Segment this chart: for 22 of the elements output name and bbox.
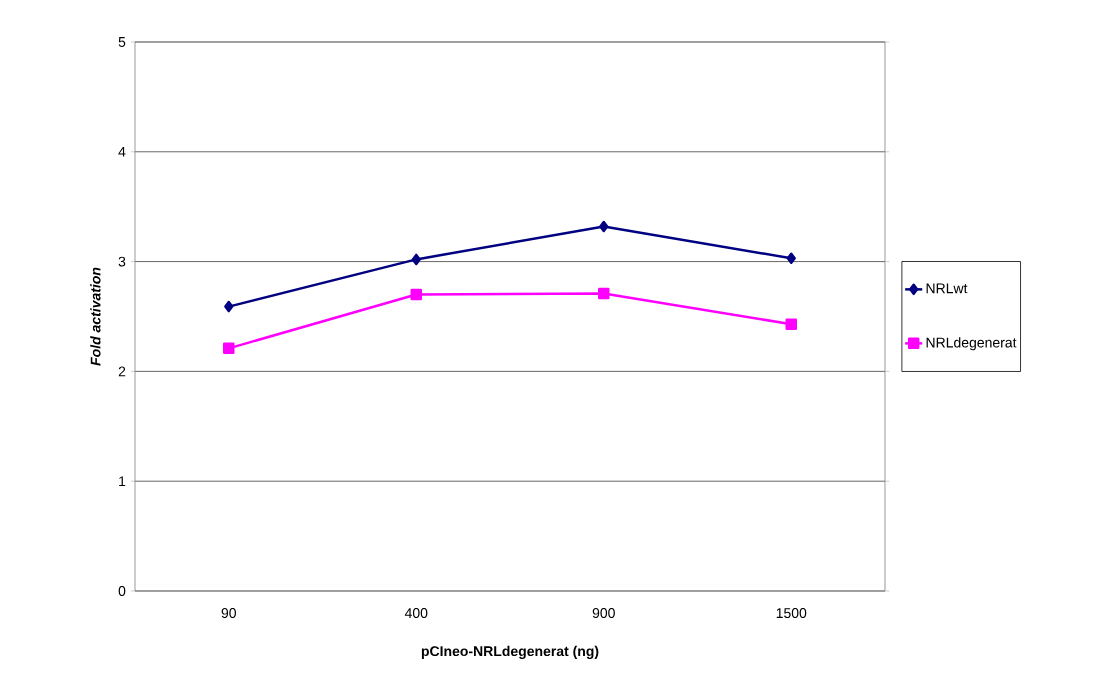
x-tick-label: 1500 <box>776 608 807 619</box>
point <box>599 220 609 233</box>
point <box>785 318 797 330</box>
point <box>223 342 235 355</box>
x-axis-title: pCIneo-NRLdegenerat (ng) <box>421 645 599 659</box>
legend-label: NRLwt <box>926 283 968 294</box>
x-tick-label: 90 <box>221 608 236 619</box>
y-tick-label: 5 <box>118 37 126 47</box>
y-tick-label: 3 <box>118 256 126 267</box>
point <box>411 253 421 266</box>
y-tick-label: 0 <box>118 586 126 596</box>
x-tick-label: 900 <box>592 608 615 619</box>
x-tick-label: 400 <box>404 608 428 619</box>
y-tick-label: 2 <box>118 366 126 377</box>
point <box>598 287 610 300</box>
point <box>786 252 796 265</box>
y-tick-label: 4 <box>118 146 126 157</box>
y-tick-label: 1 <box>119 476 126 486</box>
legend-label: NRLdegenerat <box>926 337 1017 351</box>
point <box>224 300 234 313</box>
y-axis-title: Fold activation <box>90 267 101 366</box>
point <box>410 288 423 301</box>
